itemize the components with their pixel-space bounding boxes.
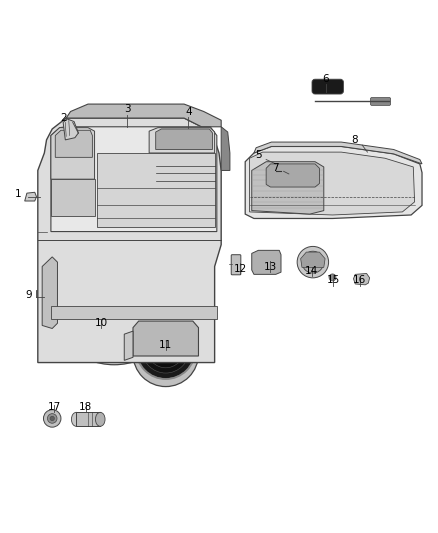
FancyBboxPatch shape xyxy=(169,135,205,148)
FancyBboxPatch shape xyxy=(76,413,100,426)
Circle shape xyxy=(46,229,182,365)
Text: 6: 6 xyxy=(323,74,329,84)
Polygon shape xyxy=(353,273,370,285)
FancyBboxPatch shape xyxy=(36,289,45,297)
Polygon shape xyxy=(250,152,415,215)
Polygon shape xyxy=(97,153,215,227)
Polygon shape xyxy=(25,192,36,201)
Text: 13: 13 xyxy=(264,262,277,271)
FancyBboxPatch shape xyxy=(255,261,267,271)
Circle shape xyxy=(50,416,54,421)
Text: 7: 7 xyxy=(272,163,279,173)
Circle shape xyxy=(47,414,57,423)
Circle shape xyxy=(188,119,197,128)
Text: 4: 4 xyxy=(185,107,192,117)
Polygon shape xyxy=(42,257,57,328)
Polygon shape xyxy=(51,306,217,319)
Polygon shape xyxy=(51,128,95,179)
FancyBboxPatch shape xyxy=(312,79,343,94)
Polygon shape xyxy=(254,142,422,164)
Text: 16: 16 xyxy=(353,276,366,286)
FancyBboxPatch shape xyxy=(231,255,241,275)
Text: 17: 17 xyxy=(47,402,60,412)
Polygon shape xyxy=(252,251,281,274)
Polygon shape xyxy=(300,252,325,268)
Circle shape xyxy=(133,321,198,386)
Circle shape xyxy=(119,179,131,190)
Polygon shape xyxy=(133,321,198,356)
Text: 9: 9 xyxy=(25,290,32,300)
Text: 5: 5 xyxy=(255,150,261,160)
Polygon shape xyxy=(51,127,217,231)
Polygon shape xyxy=(55,130,92,157)
Polygon shape xyxy=(124,331,133,360)
FancyBboxPatch shape xyxy=(267,261,279,271)
Circle shape xyxy=(142,326,189,373)
Circle shape xyxy=(297,246,328,278)
Circle shape xyxy=(152,336,179,362)
Text: 14: 14 xyxy=(305,266,318,276)
Circle shape xyxy=(162,346,169,353)
Ellipse shape xyxy=(71,413,81,426)
Text: 10: 10 xyxy=(95,318,108,328)
Polygon shape xyxy=(252,161,324,214)
Circle shape xyxy=(137,321,194,378)
Circle shape xyxy=(148,331,184,368)
Polygon shape xyxy=(51,179,95,216)
FancyBboxPatch shape xyxy=(196,135,212,148)
Circle shape xyxy=(113,172,138,197)
Circle shape xyxy=(97,280,132,314)
Text: 2: 2 xyxy=(61,113,67,123)
Text: 12: 12 xyxy=(233,264,247,273)
Text: 3: 3 xyxy=(124,104,131,114)
Circle shape xyxy=(111,302,117,308)
Text: 1: 1 xyxy=(15,189,21,199)
Circle shape xyxy=(302,251,324,273)
Polygon shape xyxy=(245,147,422,219)
Polygon shape xyxy=(155,129,212,149)
Circle shape xyxy=(329,274,336,281)
Circle shape xyxy=(158,342,173,357)
Circle shape xyxy=(107,166,144,203)
Polygon shape xyxy=(38,118,221,362)
Circle shape xyxy=(73,256,155,338)
FancyBboxPatch shape xyxy=(371,98,391,106)
Polygon shape xyxy=(149,128,215,153)
Circle shape xyxy=(43,410,61,427)
Text: 18: 18 xyxy=(79,402,92,412)
Polygon shape xyxy=(66,104,221,127)
Circle shape xyxy=(65,248,163,346)
FancyBboxPatch shape xyxy=(133,180,166,203)
Ellipse shape xyxy=(95,413,105,426)
Polygon shape xyxy=(63,119,78,140)
Circle shape xyxy=(57,240,171,354)
Text: 8: 8 xyxy=(351,135,358,145)
Polygon shape xyxy=(266,164,319,187)
Text: 15: 15 xyxy=(327,276,340,286)
FancyBboxPatch shape xyxy=(270,171,312,182)
FancyBboxPatch shape xyxy=(273,169,283,174)
Polygon shape xyxy=(221,127,230,171)
Text: 11: 11 xyxy=(159,340,173,350)
Circle shape xyxy=(88,271,141,323)
